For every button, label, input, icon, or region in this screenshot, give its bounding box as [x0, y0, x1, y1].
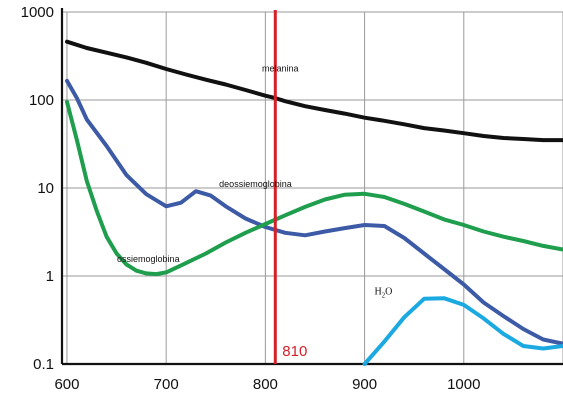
x-tick-label-0: 600 [54, 376, 79, 393]
series-labels: melanina deossiemoglobina ossiemoglobina H2… [117, 64, 392, 300]
x-tick-label-2: 800 [253, 376, 278, 393]
y-tick-label-4: 0.1 [33, 356, 54, 373]
marker-label-810: 810 [282, 343, 307, 360]
x-tick-label-3: 900 [352, 376, 377, 393]
series-line-h2o [362, 296, 563, 366]
series-line-deossiemoglobina [65, 78, 563, 346]
tick-labels: 600 700 800 900 1000 1000 100 10 1 0.1 [21, 4, 481, 393]
series-lines [65, 39, 563, 366]
axes [60, 8, 563, 366]
y-tick-label-3: 1 [46, 268, 54, 285]
x-tick-label-4: 1000 [447, 376, 480, 393]
series-label-melanina: melanina [262, 64, 299, 74]
y-tick-label-0: 1000 [21, 4, 54, 21]
series-line-melanina [65, 39, 563, 143]
series-label-deossiemoglobina: deossiemoglobina [219, 179, 292, 189]
x-tick-label-1: 700 [154, 376, 179, 393]
y-tick-label-1: 100 [29, 92, 54, 109]
series-line-ossiemoglobina [65, 100, 563, 277]
series-label-h2o: H2O [374, 286, 392, 299]
vertical-marker: 810 [273, 10, 307, 364]
y-tick-label-2: 10 [37, 180, 54, 197]
series-label-ossiemoglobina: ossiemoglobina [117, 254, 180, 264]
